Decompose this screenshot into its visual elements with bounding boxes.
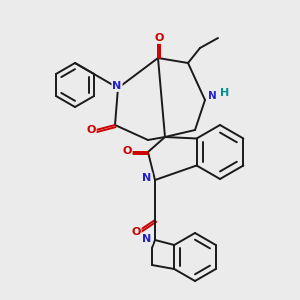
Text: O: O [154,33,164,43]
Text: N: N [112,81,122,91]
Text: O: O [86,125,96,135]
Text: N: N [142,173,152,183]
Text: O: O [122,146,132,156]
Text: N: N [208,91,216,101]
Text: O: O [131,227,141,237]
Text: N: N [142,234,152,244]
Text: H: H [220,88,230,98]
